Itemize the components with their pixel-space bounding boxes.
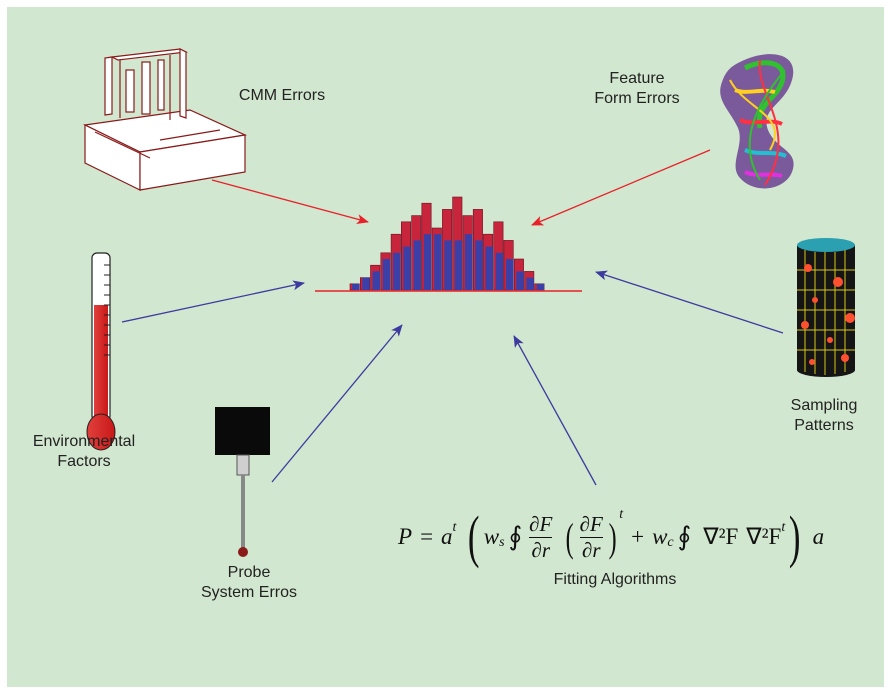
histogram-bar-blue xyxy=(475,240,483,290)
histogram-bar-blue xyxy=(526,277,534,290)
histogram-bar-blue xyxy=(464,234,473,290)
cmm-machine-icon xyxy=(82,48,248,191)
histogram xyxy=(349,196,545,291)
arrow-feature-form xyxy=(531,149,711,226)
arrow-sampling xyxy=(595,270,784,334)
histogram-bar-blue xyxy=(516,271,524,290)
arrow-fitting xyxy=(513,335,597,486)
histogram-bar-blue xyxy=(434,234,442,290)
histogram-bar-blue xyxy=(444,240,452,290)
label-sampling-patterns: Sampling Patterns xyxy=(790,397,858,434)
label-fitting-algorithms: Fitting Algorithms xyxy=(553,571,677,588)
thermometer-icon xyxy=(86,252,116,451)
feature-form-mesh-icon xyxy=(720,54,794,189)
arrow-cmm xyxy=(211,179,369,224)
sampling-cylinder-icon xyxy=(797,238,855,377)
histogram-bar-blue xyxy=(403,246,411,290)
histogram-bar-blue xyxy=(393,252,401,290)
histogram-bar-blue xyxy=(495,252,504,290)
histogram-bar-blue xyxy=(423,234,432,290)
histogram-bar-blue xyxy=(536,283,545,290)
arrow-environmental xyxy=(121,280,305,323)
histogram-bar-blue xyxy=(506,259,514,290)
label-environmental-factors: Environmental Factors xyxy=(32,433,136,470)
histogram-bar-blue xyxy=(485,246,493,290)
histogram-bar-blue xyxy=(352,283,360,290)
histogram-bar-blue xyxy=(454,240,463,290)
histogram-bar-blue xyxy=(382,259,391,290)
label-probe-system-errors: Probe System Erros xyxy=(200,564,297,601)
label-cmm-errors: CMM Errors xyxy=(238,87,326,104)
histogram-bar-blue xyxy=(362,277,370,290)
arrow-probe xyxy=(271,324,403,483)
histogram-bar-blue xyxy=(413,240,421,290)
label-feature-form-errors: Feature Form Errors xyxy=(594,70,680,107)
histogram-bar-blue xyxy=(372,271,380,290)
probe-icon xyxy=(215,407,270,557)
